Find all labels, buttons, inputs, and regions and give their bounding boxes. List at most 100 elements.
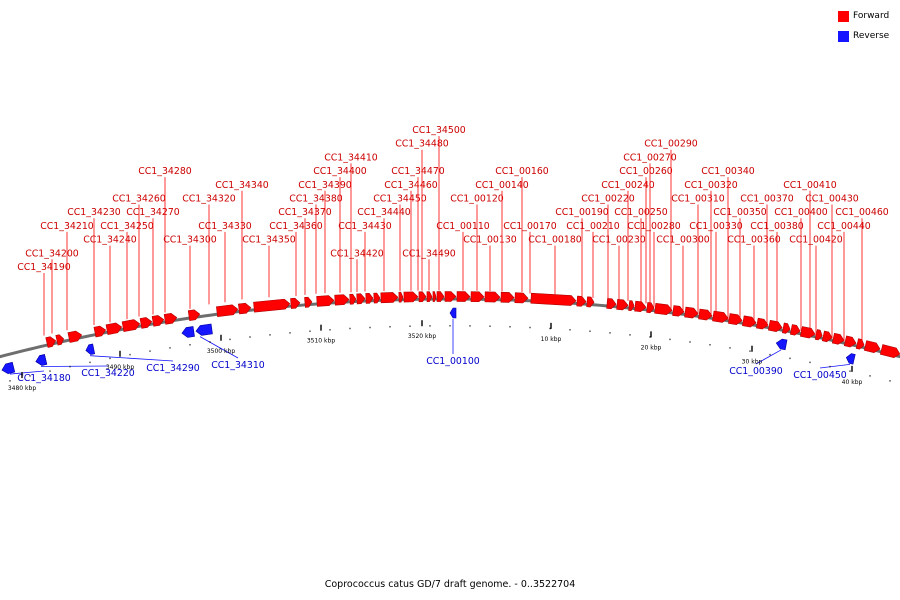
forward-gene-CC1_00140 — [500, 291, 515, 303]
gene-label-CC1_34490: CC1_34490 — [402, 248, 456, 259]
gene-label-CC1_34380: CC1_34380 — [289, 194, 343, 205]
gene-label-CC1_00120: CC1_00120 — [450, 194, 504, 205]
tick-label-40-kbp: 40 kbp — [842, 379, 863, 386]
forward-gene-CC1_34190 — [45, 336, 57, 348]
gene-label-CC1_00400: CC1_00400 — [774, 207, 828, 218]
leader-line-CC1_00450 — [819, 363, 851, 369]
gene-label-CC1_00380: CC1_00380 — [750, 221, 804, 232]
reverse-gene-CC1_00100 — [449, 307, 457, 319]
leader-line-CC1_34290 — [89, 355, 174, 362]
leader-line-CC1_34310 — [199, 336, 239, 359]
legend-forward: Forward — [838, 8, 889, 24]
tick-label-20-kbp: 20 kbp — [641, 344, 662, 351]
forward-gene-CC1_00120 — [470, 291, 485, 303]
gene-label-CC1_34450: CC1_34450 — [373, 194, 427, 205]
gene-label-CC1_34400: CC1_34400 — [313, 166, 367, 177]
forward-gene-CC1_00270 — [672, 305, 685, 317]
gene-label-CC1_00290: CC1_00290 — [644, 139, 698, 150]
forward-swatch — [838, 10, 849, 22]
tick-label-3500-kbp: 3500 kbp — [207, 348, 235, 355]
gene-label-CC1_00210: CC1_00210 — [566, 221, 620, 232]
gene-label-CC1_00460: CC1_00460 — [835, 207, 889, 218]
forward-gene-CC1_34280 — [163, 313, 178, 325]
forward-gene-CC1_34490 — [436, 291, 445, 302]
forward-gene-CC1_00460 — [879, 344, 900, 359]
leader-line-CC1_34180 — [9, 370, 45, 375]
forward-gene-CC1_00220 — [616, 299, 629, 311]
forward-gene-CC1_34240 — [105, 322, 123, 336]
tick-label-3520-kbp: 3520 kbp — [408, 333, 436, 340]
reverse-genes: CC1_34180 CC1_34220 CC1_34290 CC1_34310 CC1_… — [1, 307, 856, 384]
forward-gene-CC1_34410 — [365, 293, 374, 304]
forward-gene-CC1_00180 — [576, 295, 587, 307]
forward-gene-CC1_00310 — [728, 313, 743, 325]
forward-gene-CC1_00290 — [698, 308, 713, 321]
forward-gene-CC1_00400 — [821, 330, 833, 343]
gene-label-CC1_00340: CC1_00340 — [701, 166, 755, 177]
forward-gene-CC1_00280 — [684, 306, 699, 319]
gene-label-CC1_00430: CC1_00430 — [805, 194, 859, 205]
gene-label-CC1_34410: CC1_34410 — [324, 152, 378, 163]
gene-label-CC1_00300: CC1_00300 — [656, 235, 710, 246]
gene-label-CC1_00280: CC1_00280 — [627, 221, 681, 232]
tick-label-10-kbp: 10 kbp — [541, 336, 562, 343]
forward-gene-CC1_00110 — [456, 291, 471, 302]
gene-label-CC1_00330: CC1_00330 — [689, 221, 743, 232]
forward-gene-CC1_00330 — [756, 317, 769, 330]
gene-label-CC1_34320: CC1_34320 — [182, 194, 236, 205]
gene-label-CC1_00250: CC1_00250 — [614, 207, 668, 218]
forward-gene-CC1_00350 — [781, 322, 791, 334]
forward-label: Forward — [853, 11, 890, 21]
scale-ticks: 3480 kbp 3490 kbp 3500 kbp 3510 kbp 3520 kbp… — [8, 320, 891, 392]
gene-label-CC1_34310: CC1_34310 — [211, 360, 265, 371]
forward-gene-CC1_34460 — [418, 291, 427, 303]
reverse-gene-CC1_34180 — [1, 361, 16, 375]
gene-label-CC1_34260: CC1_34260 — [112, 194, 166, 205]
forward-gene-CC1_34390 — [349, 293, 357, 305]
gene-label-CC1_34370: CC1_34370 — [278, 207, 332, 218]
forward-gene-CC1_00250 — [646, 302, 655, 314]
gene-label-CC1_34210: CC1_34210 — [40, 221, 94, 232]
gene-label-CC1_34240: CC1_34240 — [83, 235, 137, 246]
reverse-gene-CC1_00390 — [775, 338, 788, 351]
forward-gene-CC1_00210 — [606, 298, 617, 310]
forward-gene-CC1_34210 — [67, 330, 83, 343]
reverse-gene-CC1_34310-b — [195, 323, 213, 336]
gene-label-CC1_34430: CC1_34430 — [338, 221, 392, 232]
gene-label-CC1_00390: CC1_00390 — [729, 366, 783, 377]
reverse-gene-CC1_34290 — [85, 343, 96, 355]
leader-line-CC1_00390 — [755, 349, 782, 365]
gene-label-CC1_00270: CC1_00270 — [623, 152, 677, 163]
forward-gene-CC1_34430 — [380, 292, 399, 304]
gene-label-CC1_34330: CC1_34330 — [198, 221, 252, 232]
gene-label-CC1_34180: CC1_34180 — [17, 373, 71, 384]
forward-gene-CC1_34420 — [373, 292, 381, 304]
forward-gene-CC1_34270 — [151, 315, 165, 327]
gene-label-CC1_34300: CC1_34300 — [163, 235, 217, 246]
gene-label-CC1_00320: CC1_00320 — [684, 180, 738, 191]
gene-label-CC1_00240: CC1_00240 — [601, 180, 655, 191]
gene-label-CC1_00140: CC1_00140 — [475, 180, 529, 191]
forward-gene-CC1_00170 — [530, 292, 577, 306]
forward-gene-CC1_00420 — [843, 335, 857, 348]
gene-label-CC1_34500: CC1_34500 — [412, 125, 466, 136]
forward-gene-CC1_00380 — [814, 329, 823, 341]
gene-label-CC1_00350: CC1_00350 — [713, 207, 767, 218]
genome-caption: Coprococcus catus GD/7 draft genome. - 0… — [324, 579, 576, 590]
gene-label-CC1_00260: CC1_00260 — [619, 166, 673, 177]
legend: Forward Reverse — [838, 8, 889, 48]
gene-label-CC1_34460: CC1_34460 — [384, 180, 438, 191]
gene-label-CC1_00130: CC1_00130 — [463, 235, 517, 246]
tick-label-30-kbp: 30 kbp — [742, 359, 763, 366]
gene-label-CC1_34250: CC1_34250 — [100, 221, 154, 232]
gene-label-CC1_00160: CC1_00160 — [495, 166, 549, 177]
gene-label-CC1_34440: CC1_34440 — [357, 207, 411, 218]
forward-gene-CC1_34340 — [253, 298, 291, 313]
gene-label-CC1_34190: CC1_34190 — [17, 262, 71, 273]
gene-label-CC1_34360: CC1_34360 — [269, 221, 323, 232]
tick-label-3480-kbp: 3480 kbp — [8, 385, 36, 392]
tick-label-3510-kbp: 3510 kbp — [307, 338, 335, 345]
forward-gene-CC1_00260 — [654, 303, 673, 316]
gene-label-CC1_34390: CC1_34390 — [298, 180, 352, 191]
reverse-gene-CC1_00450 — [845, 353, 856, 365]
